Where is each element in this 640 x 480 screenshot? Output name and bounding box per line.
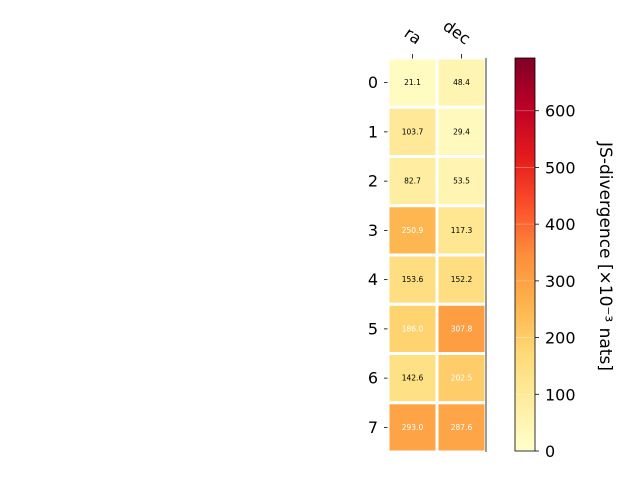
heatmap-cell-r4-dec [435, 253, 488, 306]
cell-value-label: 287.6 [451, 423, 473, 432]
colorbar-tick-label: 0 [545, 442, 555, 461]
colorbar-tick-label: 500 [545, 158, 576, 177]
cell-value-label: 307.8 [451, 324, 473, 333]
heatmap-cell-r3-dec [435, 204, 488, 257]
cell-value-label: 29.4 [453, 127, 470, 136]
cell-value-label: 293.0 [402, 423, 424, 432]
cell-value-label: 103.7 [402, 127, 424, 136]
colorbar-tick-label: 400 [545, 215, 576, 234]
cell-value-label: 153.6 [402, 275, 424, 284]
cell-value-label: 250.9 [402, 226, 424, 235]
colorbar-label: JS-divergence [×10⁻³ nats] [595, 141, 615, 371]
colorbar-tick-label: 300 [545, 272, 576, 291]
column-tick-label: dec [440, 16, 474, 48]
colorbar-tick-label: 100 [545, 385, 576, 404]
row-tick-label: 6 [368, 369, 378, 388]
cell-value-label: 202.5 [451, 374, 473, 383]
cell-value-label: 21.1 [404, 78, 421, 87]
colorbar-outline [514, 57, 536, 452]
row-tick-label: 0 [368, 73, 378, 92]
cell-value-label: 53.5 [453, 177, 470, 186]
column-tick-label: ra [401, 23, 425, 48]
row-tick-label: 5 [368, 319, 378, 338]
colorbar-tick-label: 200 [545, 329, 576, 348]
row-tick-label: 2 [368, 172, 378, 191]
cell-value-label: 186.0 [402, 324, 424, 333]
cell-value-label: 82.7 [404, 177, 421, 186]
cell-value-label: 142.6 [402, 374, 424, 383]
row-tick-label: 7 [368, 418, 378, 437]
cell-value-label: 117.3 [451, 226, 473, 235]
row-tick-label: 3 [368, 221, 378, 240]
cell-value-label: 48.4 [453, 78, 470, 87]
colorbar-tick-label: 600 [545, 102, 576, 121]
heatmap-cell-r7-dec [435, 401, 488, 454]
colorbar: 0 100 200 300 400 500 600 JS-divergence [×10⁻³ … [514, 57, 615, 461]
row-tick-label: 4 [368, 270, 378, 289]
colorbar-gradient [515, 58, 535, 451]
row-tick-label: 1 [368, 122, 378, 141]
heatmap-cells: 21.1 48.4 103.7 29.4 82.7 53.5 250.9 117.3 153.6… [386, 56, 488, 454]
cell-value-label: 152.2 [451, 275, 473, 284]
